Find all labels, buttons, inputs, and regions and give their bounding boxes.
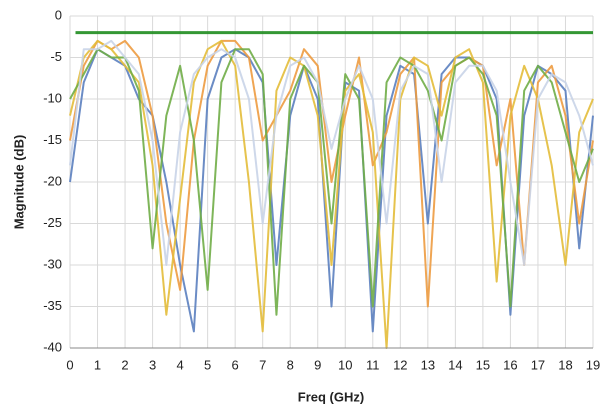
y-tick-label: 0	[55, 7, 62, 22]
x-tick-label: 12	[393, 357, 407, 372]
x-tick-label: 15	[476, 357, 490, 372]
y-tick-label: -5	[50, 49, 62, 64]
x-tick-label: 7	[259, 357, 266, 372]
y-tick-label: -30	[43, 256, 62, 271]
x-axis-title: Freq (GHz)	[298, 389, 364, 404]
y-tick-label: -15	[43, 132, 62, 147]
y-tick-label: -10	[43, 90, 62, 105]
data-line	[69, 39, 594, 308]
x-tick-label: 4	[176, 357, 183, 372]
data-line	[69, 39, 594, 349]
y-tick-label: -25	[43, 215, 62, 230]
x-tick-label: 0	[66, 357, 73, 372]
data-line	[69, 39, 594, 266]
y-axis-title: Magnitude (dB)	[11, 135, 26, 230]
x-tick-label: 5	[204, 357, 211, 372]
x-tick-label: 8	[287, 357, 294, 372]
x-tick-label: 11	[366, 357, 380, 372]
y-tick-label: -40	[43, 339, 62, 354]
x-tick-label: 2	[121, 357, 128, 372]
y-tick-label: -20	[43, 173, 62, 188]
x-tick-label: 13	[421, 357, 435, 372]
x-tick-label: 9	[314, 357, 321, 372]
x-tick-label: 14	[448, 357, 462, 372]
x-tick-label: 19	[586, 357, 600, 372]
x-tick-label: 16	[503, 357, 517, 372]
x-tick-label: 6	[232, 357, 239, 372]
x-tick-label: 1	[94, 357, 101, 372]
x-tick-label: 3	[149, 357, 156, 372]
x-tick-label: 10	[338, 357, 352, 372]
data-line	[69, 48, 594, 316]
x-tick-label: 17	[531, 357, 545, 372]
y-tick-label: -35	[43, 298, 62, 313]
x-tick-label: 18	[558, 357, 572, 372]
